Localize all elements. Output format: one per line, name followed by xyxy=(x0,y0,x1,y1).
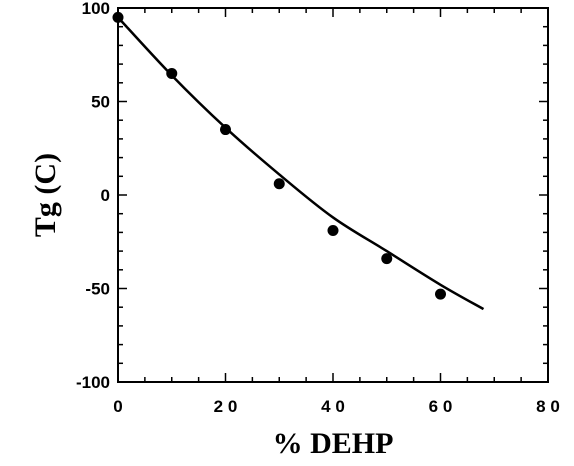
data-point xyxy=(435,288,446,300)
x-tick-label: 6 0 xyxy=(429,397,453,416)
data-point xyxy=(166,67,178,79)
y-tick-label: 0 xyxy=(101,186,110,205)
x-tick-label: 8 0 xyxy=(536,397,560,416)
x-axis-title: % DEHP xyxy=(273,427,394,460)
data-point xyxy=(220,124,231,136)
series xyxy=(112,11,485,311)
ticks xyxy=(117,7,549,383)
data-point xyxy=(381,253,393,265)
x-tick-label: 0 xyxy=(113,397,122,416)
fit-curve xyxy=(117,16,485,311)
x-tick-label: 2 0 xyxy=(214,397,238,416)
x-tick-label: 4 0 xyxy=(321,397,345,416)
data-point xyxy=(273,178,285,190)
y-tick-label: 100 xyxy=(82,0,110,18)
y-tick-label: -100 xyxy=(76,373,110,392)
tick-labels: 0 2 0 4 0 6 0 8 0 -100 -50 0 50 100 xyxy=(76,0,560,416)
data-point xyxy=(112,11,124,23)
y-tick-label: 50 xyxy=(91,93,110,112)
y-tick-label: -50 xyxy=(85,280,110,299)
plot-frame xyxy=(117,7,549,383)
y-axis-title: Tg (C) xyxy=(29,153,62,237)
data-point xyxy=(327,225,339,237)
